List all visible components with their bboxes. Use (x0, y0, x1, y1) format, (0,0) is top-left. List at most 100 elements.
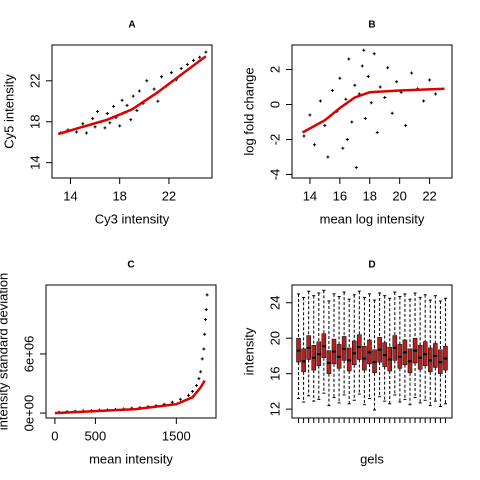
point (386, 66, 390, 70)
point (353, 83, 357, 87)
x-tick-label: 20 (392, 188, 406, 203)
point (96, 110, 100, 113)
point (330, 89, 334, 92)
fit-line (54, 379, 206, 415)
y-tick-label: 16 (267, 366, 282, 380)
point (160, 75, 164, 79)
y-tick-label: -2 (267, 134, 282, 146)
point (344, 97, 348, 101)
plot-frame (51, 44, 213, 179)
point (145, 79, 149, 83)
point (197, 377, 201, 381)
point (195, 383, 199, 387)
point (312, 143, 316, 147)
point (191, 389, 195, 393)
x-tick-label: 1500 (162, 428, 191, 443)
point (375, 131, 379, 134)
point (152, 87, 156, 91)
plot-frame (291, 284, 453, 419)
point (120, 98, 124, 102)
point (93, 125, 97, 129)
y-tick-label: 18 (27, 114, 42, 128)
point (326, 155, 330, 159)
point (103, 126, 107, 130)
point (131, 94, 135, 98)
x-tick-label: 0 (51, 428, 58, 443)
point (205, 293, 209, 297)
point (185, 62, 189, 66)
plot-frame (291, 44, 453, 179)
y-tick-label: 2 (267, 66, 282, 73)
point (198, 55, 202, 59)
point (354, 166, 358, 169)
x-tick-label: 500 (85, 428, 107, 443)
point (203, 317, 207, 321)
y-tick-label: 24 (267, 295, 282, 309)
point (203, 332, 207, 336)
x-tick-label: 22 (422, 188, 436, 203)
point (369, 101, 373, 105)
point (404, 124, 408, 127)
point (75, 130, 79, 134)
point (345, 138, 349, 141)
point (347, 57, 351, 61)
point (410, 71, 414, 75)
point (199, 370, 203, 374)
x-tick-label: 14 (63, 188, 77, 203)
x-tick-label: 16 (333, 188, 347, 203)
point (179, 67, 183, 71)
point (204, 50, 208, 54)
y-axis-label: intensity standard deviation (0, 273, 10, 431)
x-axis-label: mean intensity (89, 451, 173, 466)
point (372, 52, 376, 56)
fit-line (57, 55, 207, 136)
point (338, 76, 342, 80)
point (341, 146, 345, 150)
point (390, 111, 394, 115)
point (118, 124, 122, 128)
y-tick-label: 12 (267, 402, 282, 416)
point (129, 118, 133, 122)
point (91, 117, 95, 121)
point (350, 120, 354, 124)
point (105, 112, 109, 116)
x-tick-label: 18 (363, 188, 377, 203)
point (204, 308, 208, 312)
point (178, 397, 182, 401)
point (422, 99, 426, 103)
y-tick-label: 6e+06 (21, 336, 36, 373)
point (202, 347, 206, 351)
x-axis-label: Cy3 intensity (95, 211, 170, 226)
point (366, 75, 370, 78)
point (323, 124, 327, 127)
point (125, 103, 129, 107)
point (318, 99, 322, 103)
point (169, 71, 173, 75)
panel-title: C (127, 260, 134, 271)
point (112, 104, 116, 108)
point (135, 108, 139, 112)
y-axis-label: intensity (241, 327, 256, 375)
x-axis-label: mean log intensity (320, 211, 425, 226)
point (360, 64, 364, 68)
point (84, 131, 88, 135)
point (200, 357, 204, 361)
panel-title: A (128, 20, 135, 31)
point (308, 113, 312, 117)
point (170, 400, 174, 404)
point (428, 78, 432, 82)
y-tick-label: -4 (267, 169, 282, 181)
y-axis-label: log fold change (241, 67, 256, 155)
point (137, 89, 141, 93)
point (192, 58, 196, 62)
y-tick-label: 0 (267, 101, 282, 108)
y-tick-label: 22 (27, 74, 42, 88)
point (156, 99, 160, 103)
x-tick-label: 14 (303, 188, 317, 203)
fit-line (301, 87, 445, 134)
point (302, 134, 306, 138)
x-tick-label: 22 (162, 188, 176, 203)
point (434, 92, 438, 96)
panel-title: B (368, 20, 375, 31)
